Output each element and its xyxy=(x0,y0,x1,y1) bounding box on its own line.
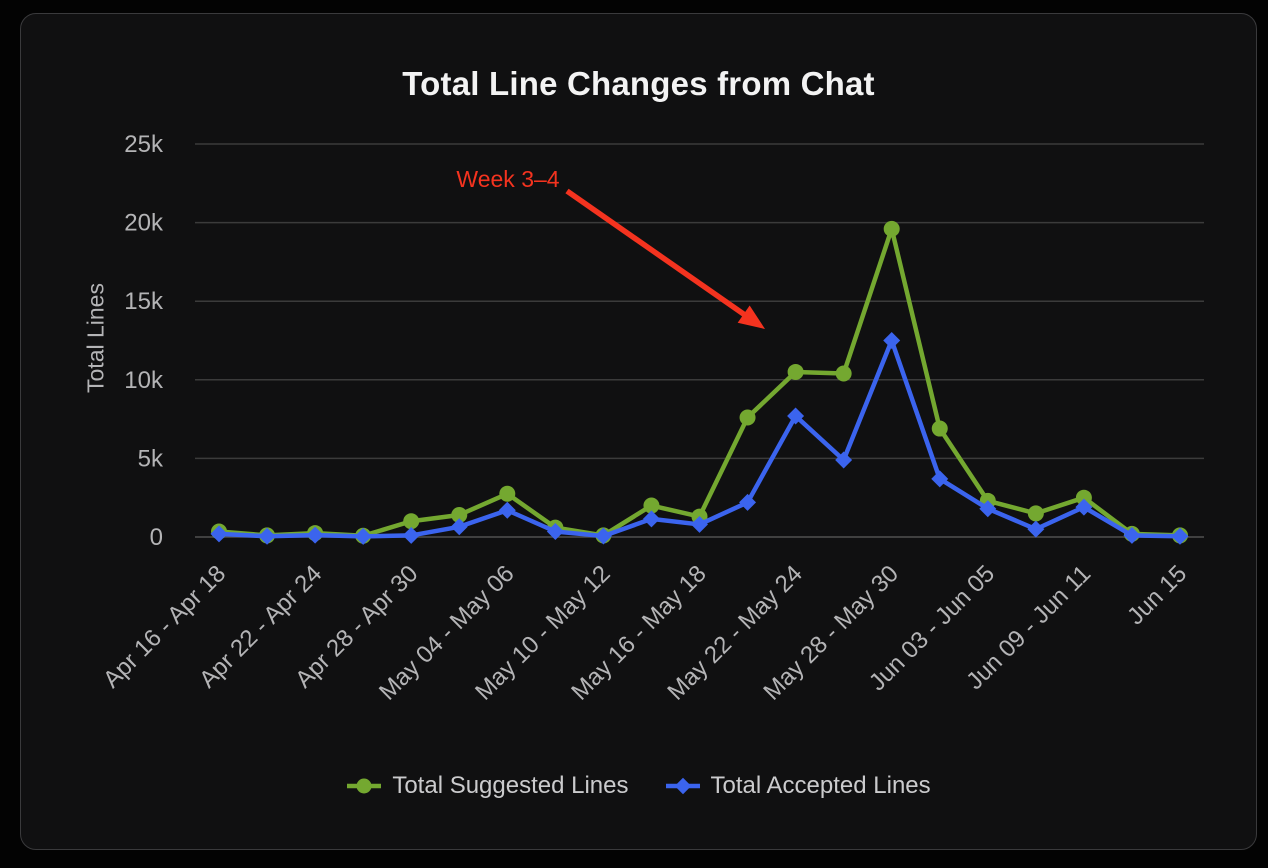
data-point-marker xyxy=(642,510,660,528)
annotation-arrow xyxy=(565,188,747,318)
data-point-marker xyxy=(643,497,660,514)
data-point-marker xyxy=(1171,527,1189,545)
data-point-marker xyxy=(498,501,516,519)
data-point-marker xyxy=(499,485,516,502)
chart-title: Total Line Changes from Chat xyxy=(402,65,875,102)
data-point-marker xyxy=(450,518,468,536)
legend-label-accepted: Total Accepted Lines xyxy=(710,772,931,799)
y-tick-label: 5k xyxy=(138,445,164,472)
data-point-marker xyxy=(451,506,468,523)
data-point-marker xyxy=(835,451,853,469)
data-point-marker xyxy=(1123,526,1141,544)
data-point-marker xyxy=(979,500,997,518)
y-tick-label: 15k xyxy=(124,288,164,315)
annotation-arrowhead xyxy=(737,305,765,329)
data-point-marker xyxy=(306,526,324,544)
data-point-marker xyxy=(1027,520,1045,538)
data-point-marker xyxy=(210,525,228,543)
data-point-marker xyxy=(402,526,420,544)
data-point-marker xyxy=(739,493,757,511)
data-point-marker xyxy=(354,527,372,545)
x-tick-label: Jun 15 xyxy=(1122,560,1192,630)
legend-label-suggested: Total Suggested Lines xyxy=(392,772,629,799)
data-point-marker xyxy=(883,220,900,237)
data-point-marker xyxy=(931,470,949,488)
data-point-marker xyxy=(787,407,805,425)
data-point-marker xyxy=(739,409,756,426)
chart-card: Total Line Changes from Chat Total Lines… xyxy=(20,13,1257,850)
data-point-marker xyxy=(931,420,948,437)
series-line-0 xyxy=(216,226,1183,538)
legend-item-suggested[interactable]: Total Suggested Lines xyxy=(346,772,629,800)
data-point-marker xyxy=(546,523,564,540)
y-tick-label: 20k xyxy=(124,210,164,237)
data-point-marker xyxy=(787,363,804,380)
data-point-marker xyxy=(883,332,901,349)
data-point-marker xyxy=(1027,505,1044,522)
data-point-marker xyxy=(691,515,708,533)
data-point-marker xyxy=(258,527,276,545)
chart-legend: Total Suggested Lines Total Accepted Lin… xyxy=(21,772,1256,800)
data-point-marker xyxy=(835,365,852,382)
y-tick-label: 0 xyxy=(150,524,163,551)
data-point-marker xyxy=(594,527,612,545)
annotation-label: Week 3–4 xyxy=(456,166,560,192)
accepted-line-marker-icon xyxy=(665,777,700,795)
suggested-line-marker-icon xyxy=(347,778,382,794)
data-point-marker xyxy=(403,513,420,530)
y-tick-label: 10k xyxy=(124,367,164,394)
legend-item-accepted[interactable]: Total Accepted Lines xyxy=(665,772,931,800)
y-tick-label: 25k xyxy=(124,131,164,158)
data-point-marker xyxy=(1075,489,1092,506)
